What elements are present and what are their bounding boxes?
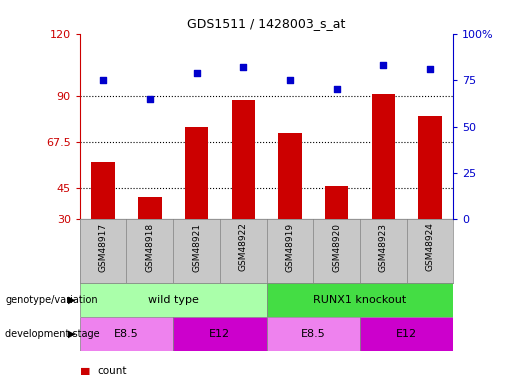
Text: GSM48918: GSM48918 — [145, 223, 154, 272]
Text: GSM48921: GSM48921 — [192, 223, 201, 272]
Text: RUNX1 knockout: RUNX1 knockout — [313, 295, 406, 305]
Bar — [267, 283, 453, 317]
Text: count: count — [98, 366, 127, 375]
Point — [286, 77, 294, 83]
Point — [332, 87, 340, 93]
Point — [146, 96, 154, 102]
Text: E12: E12 — [209, 329, 230, 339]
Point — [379, 62, 387, 68]
Bar — [267, 317, 360, 351]
Bar — [278, 133, 301, 219]
Text: GSM48919: GSM48919 — [285, 223, 295, 272]
Text: GSM48924: GSM48924 — [425, 223, 434, 272]
Bar — [173, 317, 267, 351]
Text: GSM48920: GSM48920 — [332, 223, 341, 272]
Text: genotype/variation: genotype/variation — [5, 295, 98, 305]
Text: GSM48922: GSM48922 — [238, 223, 248, 272]
Bar — [80, 317, 173, 351]
Point — [239, 64, 247, 70]
Title: GDS1511 / 1428003_s_at: GDS1511 / 1428003_s_at — [187, 17, 346, 30]
Bar — [92, 162, 115, 219]
Text: development stage: development stage — [5, 329, 100, 339]
Bar — [360, 317, 453, 351]
Bar — [80, 283, 267, 317]
Text: ▶: ▶ — [68, 329, 76, 339]
Bar — [232, 100, 255, 219]
Text: ▶: ▶ — [68, 295, 76, 305]
Text: E8.5: E8.5 — [114, 329, 139, 339]
Bar — [138, 196, 162, 219]
Point — [426, 66, 434, 72]
Point — [193, 70, 201, 76]
Text: ■: ■ — [80, 366, 94, 375]
Point — [99, 77, 107, 83]
Bar — [418, 116, 441, 219]
Text: GSM48917: GSM48917 — [99, 223, 108, 272]
Bar — [325, 186, 348, 219]
Text: GSM48923: GSM48923 — [379, 223, 388, 272]
Bar — [185, 127, 208, 219]
Text: E8.5: E8.5 — [301, 329, 325, 339]
Text: wild type: wild type — [148, 295, 199, 305]
Bar — [371, 94, 395, 219]
Text: E12: E12 — [396, 329, 417, 339]
